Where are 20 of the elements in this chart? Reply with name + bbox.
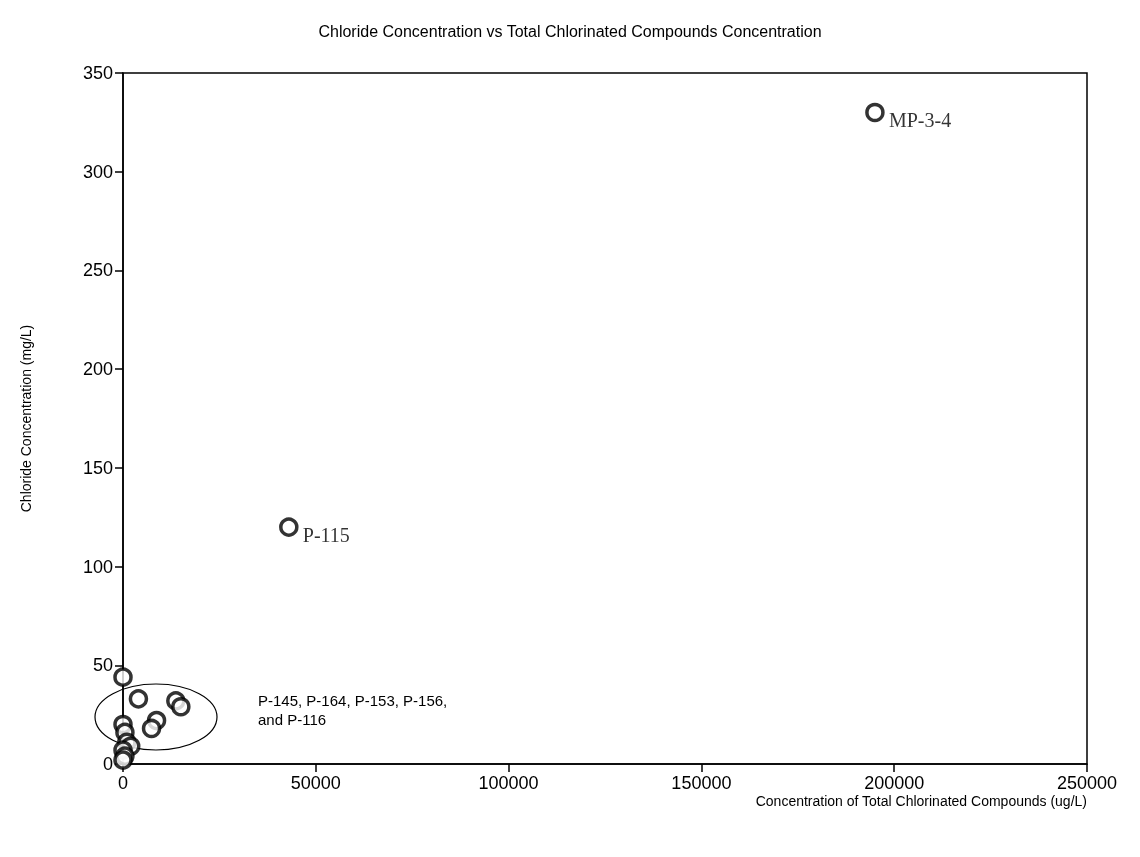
x-tick-label: 150000	[671, 773, 732, 793]
x-tick-label: 250000	[1056, 773, 1118, 793]
y-tick-label: 250	[82, 260, 113, 281]
y-tick-label: 100	[82, 556, 113, 577]
y-tick-label: 300	[82, 161, 113, 182]
x-tick-label: 0	[117, 773, 129, 793]
x-tick-label: 100000	[478, 773, 539, 793]
y-axis-title: Chloride Concentration (mg/L)	[18, 324, 34, 513]
y-tick-label: 200	[82, 359, 113, 380]
annotation: P-115	[302, 524, 350, 547]
y-tick-label: 50	[92, 655, 113, 676]
y-tick-label: 0	[102, 754, 113, 774]
y-tick-label: 350	[82, 63, 113, 83]
x-tick-label: 50000	[290, 773, 341, 793]
y-tick-label: 150	[82, 457, 113, 478]
x-axis-title: Concentration of Total Chlorinated Compounds (ug/L)	[755, 793, 1087, 809]
annotation: P-145, P-164, P-153, P-156, and P-116	[258, 692, 448, 728]
chart-title: Chloride Concentration vs Total Chlorinated Compounds Concentration	[318, 22, 822, 40]
x-tick-label: 200000	[864, 773, 925, 793]
annotation: MP-3-4	[888, 109, 952, 132]
